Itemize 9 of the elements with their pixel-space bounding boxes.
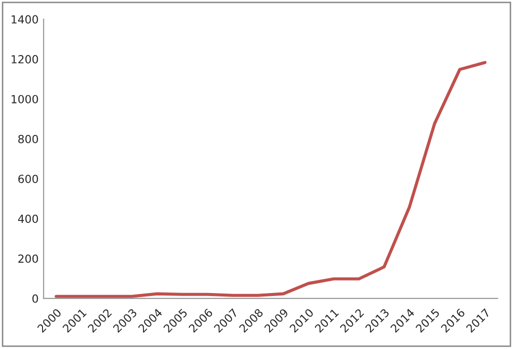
y-tick-label: 400 (18, 214, 38, 224)
y-tick-label: 800 (18, 134, 38, 144)
y-tick-label: 1000 (12, 94, 38, 104)
y-tick-label: 600 (18, 174, 38, 184)
y-tick-label: 1400 (12, 15, 38, 24)
y-tick-label: 1200 (12, 55, 38, 64)
y-tick-label: 200 (18, 254, 38, 263)
line-series (54, 60, 487, 298)
y-tick-label: 0 (32, 294, 38, 303)
